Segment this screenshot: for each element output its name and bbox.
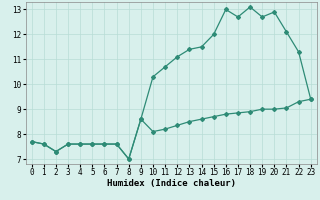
X-axis label: Humidex (Indice chaleur): Humidex (Indice chaleur) xyxy=(107,179,236,188)
